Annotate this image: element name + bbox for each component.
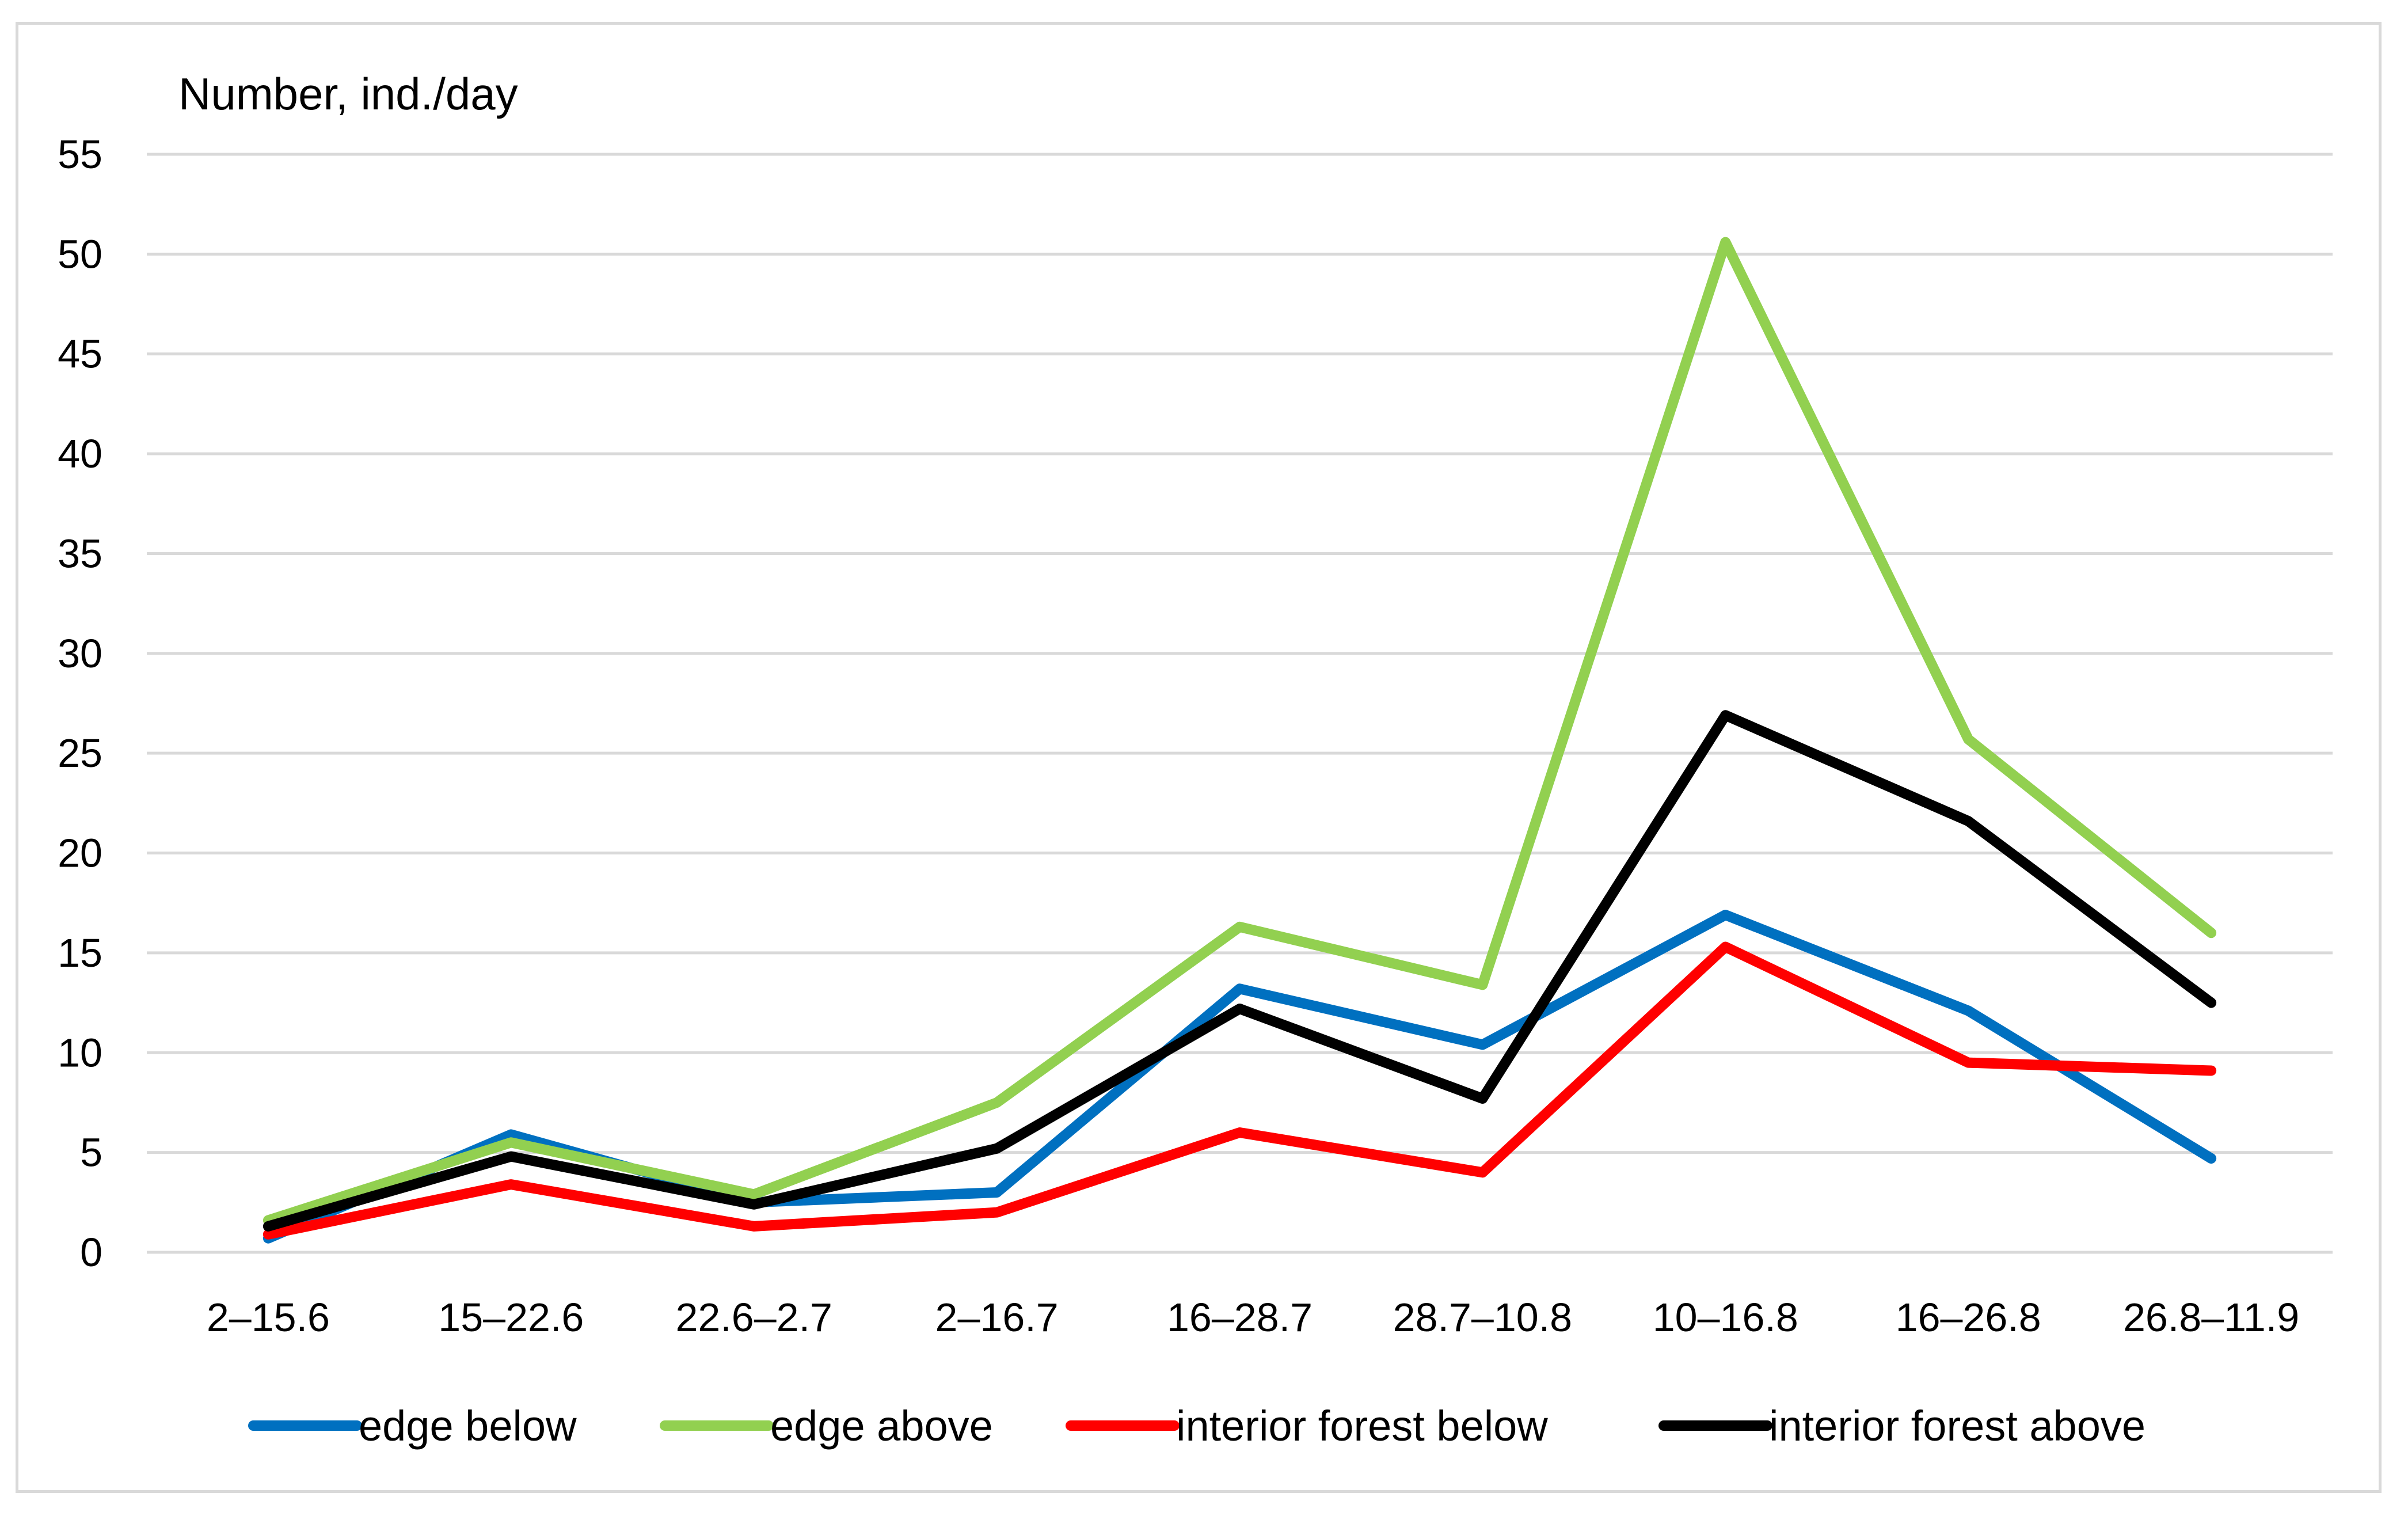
y-tick-label: 15	[58, 930, 102, 975]
series-line-interior-forest-above	[263, 710, 2217, 1232]
legend-label: interior forest below	[1176, 1402, 1548, 1450]
legend-label: interior forest above	[1769, 1402, 2145, 1450]
y-tick-labels: 0 5 10 15 20 25 30 35 40 45 50 55	[58, 132, 102, 1275]
y-axis-label: Number, ind./day	[178, 69, 518, 119]
y-tick-label: 45	[58, 332, 102, 377]
series-lines	[263, 237, 2217, 1244]
y-tick-label: 55	[58, 132, 102, 177]
y-tick-label: 0	[80, 1230, 102, 1275]
y-tick-label: 10	[58, 1030, 102, 1075]
x-tick-label: 16–26.8	[1896, 1295, 2041, 1340]
y-tick-label: 40	[58, 431, 102, 476]
x-tick-label: 28.7–10.8	[1393, 1295, 1572, 1340]
x-tick-label: 26.8–11.9	[2123, 1295, 2299, 1340]
x-tick-label: 2–15.6	[207, 1295, 330, 1340]
series-line-interior-forest-below	[263, 941, 2217, 1240]
y-tick-label: 50	[58, 231, 102, 276]
x-tick-label: 15–22.6	[438, 1295, 584, 1340]
legend-label: edge below	[359, 1402, 577, 1450]
y-tick-label: 35	[58, 531, 102, 576]
legend: edge below edge above interior forest belo…	[248, 1402, 2145, 1450]
y-tick-label: 25	[58, 731, 102, 776]
x-tick-label: 16–28.7	[1167, 1295, 1313, 1340]
gridlines	[147, 153, 2333, 1254]
legend-label: edge above	[770, 1402, 993, 1450]
y-tick-label: 20	[58, 831, 102, 876]
y-tick-label: 30	[58, 631, 102, 676]
x-tick-label: 10–16.8	[1653, 1295, 1798, 1340]
x-tick-labels: 2–15.6 15–22.6 22.6–2.7 2–16.7 16–28.7 28.7–1…	[207, 1295, 2299, 1340]
x-tick-label: 2–16.7	[935, 1295, 1059, 1340]
series-line-edge-above	[263, 237, 2217, 1226]
x-tick-label: 22.6–2.7	[675, 1295, 832, 1340]
y-tick-label: 5	[80, 1130, 102, 1175]
